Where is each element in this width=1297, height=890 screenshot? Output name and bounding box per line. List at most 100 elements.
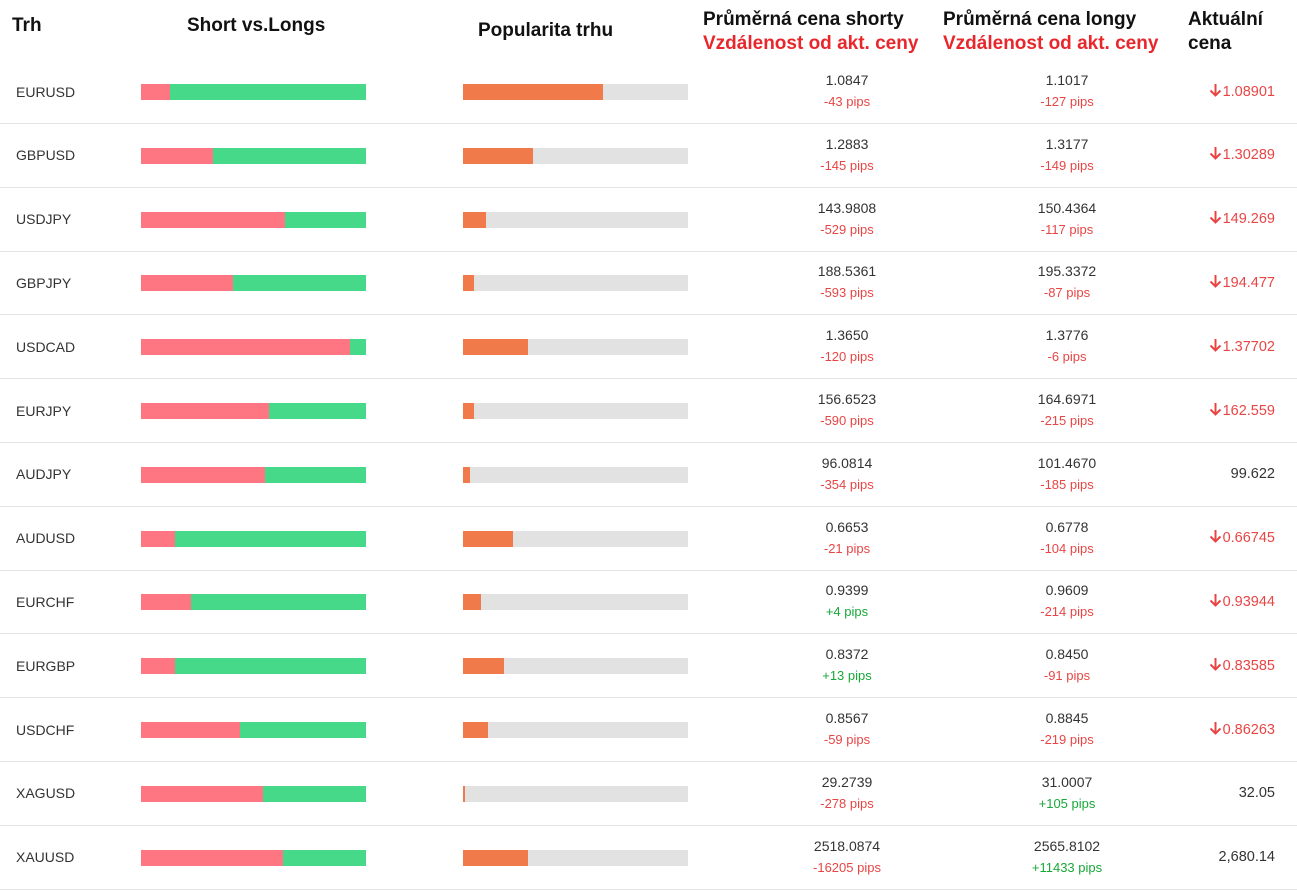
short-long-bar bbox=[141, 147, 366, 164]
short-segment bbox=[141, 594, 191, 611]
short-long-bar bbox=[141, 785, 366, 802]
short-segment bbox=[141, 211, 285, 228]
header-current-line1[interactable]: Aktuální bbox=[1188, 9, 1263, 30]
pair-name[interactable]: USDCAD bbox=[16, 338, 76, 355]
avg-short-price: 0.9399 bbox=[825, 582, 869, 599]
avg-long-cell: 0.8845 -219 pips bbox=[967, 707, 1167, 751]
avg-long-pips: +105 pips bbox=[1038, 795, 1096, 811]
long-segment bbox=[213, 147, 366, 164]
avg-long-cell: 1.1017 -127 pips bbox=[967, 69, 1167, 113]
avg-short-price: 0.8567 bbox=[825, 710, 869, 726]
current-price: 99.622 bbox=[1231, 443, 1275, 506]
current-price: 0.66745 bbox=[1209, 507, 1275, 570]
avg-long-cell: 0.9609 -214 pips bbox=[967, 579, 1167, 623]
table-row[interactable]: EURGBP 0.8372 +13 pips 0.8450 -91 pips 0.8358… bbox=[0, 634, 1297, 699]
short-segment bbox=[141, 849, 283, 866]
table-row[interactable]: AUDJPY 96.0814 -354 pips 101.4670 -185 pips 9… bbox=[0, 443, 1297, 507]
current-price: 0.86263 bbox=[1209, 698, 1275, 761]
avg-long-price: 0.8845 bbox=[1045, 710, 1089, 726]
header-avg-long[interactable]: Průměrná cena longy bbox=[943, 9, 1137, 30]
table-row[interactable]: EURUSD 1.0847 -43 pips 1.1017 -127 pips 1.089… bbox=[0, 60, 1297, 124]
popularity-fill bbox=[463, 339, 529, 356]
short-segment bbox=[141, 466, 265, 483]
avg-short-cell: 1.0847 -43 pips bbox=[747, 69, 947, 113]
arrow-down-icon bbox=[1209, 338, 1222, 356]
avg-long-price: 150.4364 bbox=[1037, 199, 1097, 216]
pair-name[interactable]: GBPUSD bbox=[16, 147, 76, 164]
popularity-bar bbox=[463, 785, 688, 802]
pair-name[interactable]: USDJPY bbox=[16, 211, 72, 228]
pair-name[interactable]: XAGUSD bbox=[16, 785, 76, 802]
header-short-vs-long[interactable]: Short vs.Longs bbox=[187, 15, 326, 36]
pair-name[interactable]: XAUUSD bbox=[16, 849, 75, 866]
popularity-fill bbox=[463, 466, 470, 483]
header-avg-short[interactable]: Průměrná cena shorty bbox=[703, 9, 904, 30]
table-row[interactable]: AUDUSD 0.6653 -21 pips 0.6778 -104 pips 0.667… bbox=[0, 507, 1297, 571]
avg-long-pips: -215 pips bbox=[1040, 413, 1094, 428]
avg-short-cell: 0.6653 -21 pips bbox=[747, 516, 947, 560]
avg-long-cell: 101.4670 -185 pips bbox=[967, 452, 1167, 496]
current-price: 194.477 bbox=[1209, 251, 1275, 314]
popularity-fill bbox=[463, 211, 486, 228]
short-long-bar bbox=[141, 594, 366, 611]
avg-short-pips: -529 pips bbox=[820, 221, 874, 237]
current-price-value: 99.622 bbox=[1230, 466, 1275, 483]
table-row[interactable]: GBPJPY 188.5361 -593 pips 195.3372 -87 pips 1… bbox=[0, 251, 1297, 316]
table-row[interactable]: EURJPY 156.6523 -590 pips 164.6971 -215 pips… bbox=[0, 379, 1297, 443]
avg-short-cell: 96.0814 -354 pips bbox=[747, 452, 947, 496]
long-segment bbox=[174, 530, 366, 547]
short-segment bbox=[141, 530, 175, 547]
popularity-fill bbox=[463, 84, 603, 100]
table-row[interactable]: EURCHF 0.9399 +4 pips 0.9609 -214 pips 0.9394… bbox=[0, 570, 1297, 635]
avg-long-cell: 0.6778 -104 pips bbox=[967, 516, 1167, 560]
short-long-bar bbox=[141, 211, 366, 228]
popularity-bar bbox=[463, 658, 688, 675]
popularity-bar bbox=[463, 722, 688, 738]
avg-short-cell: 0.9399 +4 pips bbox=[747, 579, 947, 623]
avg-short-pips: -590 pips bbox=[820, 413, 874, 428]
avg-short-price: 143.9808 bbox=[817, 199, 877, 216]
pair-name[interactable]: USDCHF bbox=[16, 721, 75, 738]
popularity-fill bbox=[463, 147, 533, 164]
short-long-bar bbox=[141, 658, 366, 675]
header-market[interactable]: Trh bbox=[12, 15, 42, 36]
pair-name[interactable]: AUDJPY bbox=[16, 466, 72, 483]
pair-name[interactable]: EURGBP bbox=[16, 657, 76, 674]
current-price-value: 0.66745 bbox=[1222, 530, 1275, 547]
avg-long-cell: 1.3177 -149 pips bbox=[967, 133, 1167, 177]
header-popularity[interactable]: Popularita trhu bbox=[478, 20, 614, 41]
header-avg-short-sub: Vzdálenost od akt. ceny bbox=[703, 33, 919, 54]
table-row[interactable]: XAUUSD 2518.0874 -16205 pips 2565.8102 +1143… bbox=[0, 826, 1297, 890]
table-row[interactable]: XAGUSD 29.2739 -278 pips 31.0007 +105 pips 32… bbox=[0, 762, 1297, 826]
table-row[interactable]: USDJPY 143.9808 -529 pips 150.4364 -117 pips… bbox=[0, 188, 1297, 252]
avg-short-price: 0.8372 bbox=[825, 646, 869, 663]
table-row[interactable]: USDCAD 1.3650 -120 pips 1.3776 -6 pips 1.3770… bbox=[0, 315, 1297, 380]
popularity-bar bbox=[463, 339, 688, 356]
pair-name[interactable]: EURCHF bbox=[16, 593, 75, 610]
avg-long-price: 195.3372 bbox=[1037, 263, 1097, 280]
short-segment bbox=[141, 658, 175, 675]
pair-name[interactable]: EURUSD bbox=[16, 83, 76, 100]
current-price: 1.37702 bbox=[1209, 315, 1275, 378]
table-row[interactable]: GBPUSD 1.2883 -145 pips 1.3177 -149 pips 1.30… bbox=[0, 124, 1297, 188]
long-segment bbox=[174, 658, 366, 675]
avg-short-cell: 1.2883 -145 pips bbox=[747, 133, 947, 177]
avg-short-cell: 156.6523 -590 pips bbox=[747, 388, 947, 432]
avg-short-pips: -278 pips bbox=[820, 795, 874, 811]
current-price-value: 194.477 bbox=[1222, 274, 1275, 291]
avg-short-cell: 29.2739 -278 pips bbox=[747, 771, 947, 815]
arrow-down-icon bbox=[1209, 210, 1222, 228]
popularity-bar bbox=[463, 530, 688, 547]
avg-short-cell: 0.8372 +13 pips bbox=[747, 643, 947, 687]
pair-name[interactable]: EURJPY bbox=[16, 402, 72, 419]
short-segment bbox=[141, 84, 171, 100]
popularity-bar bbox=[463, 849, 688, 866]
pair-name[interactable]: AUDUSD bbox=[16, 530, 76, 547]
avg-long-cell: 195.3372 -87 pips bbox=[967, 260, 1167, 304]
current-price-value: 162.559 bbox=[1222, 402, 1275, 419]
header-current-line2: cena bbox=[1188, 33, 1232, 54]
pair-name[interactable]: GBPJPY bbox=[16, 274, 72, 291]
avg-long-cell: 164.6971 -215 pips bbox=[967, 388, 1167, 432]
current-price: 0.93944 bbox=[1209, 570, 1275, 633]
table-row[interactable]: USDCHF 0.8567 -59 pips 0.8845 -219 pips 0.862… bbox=[0, 698, 1297, 762]
